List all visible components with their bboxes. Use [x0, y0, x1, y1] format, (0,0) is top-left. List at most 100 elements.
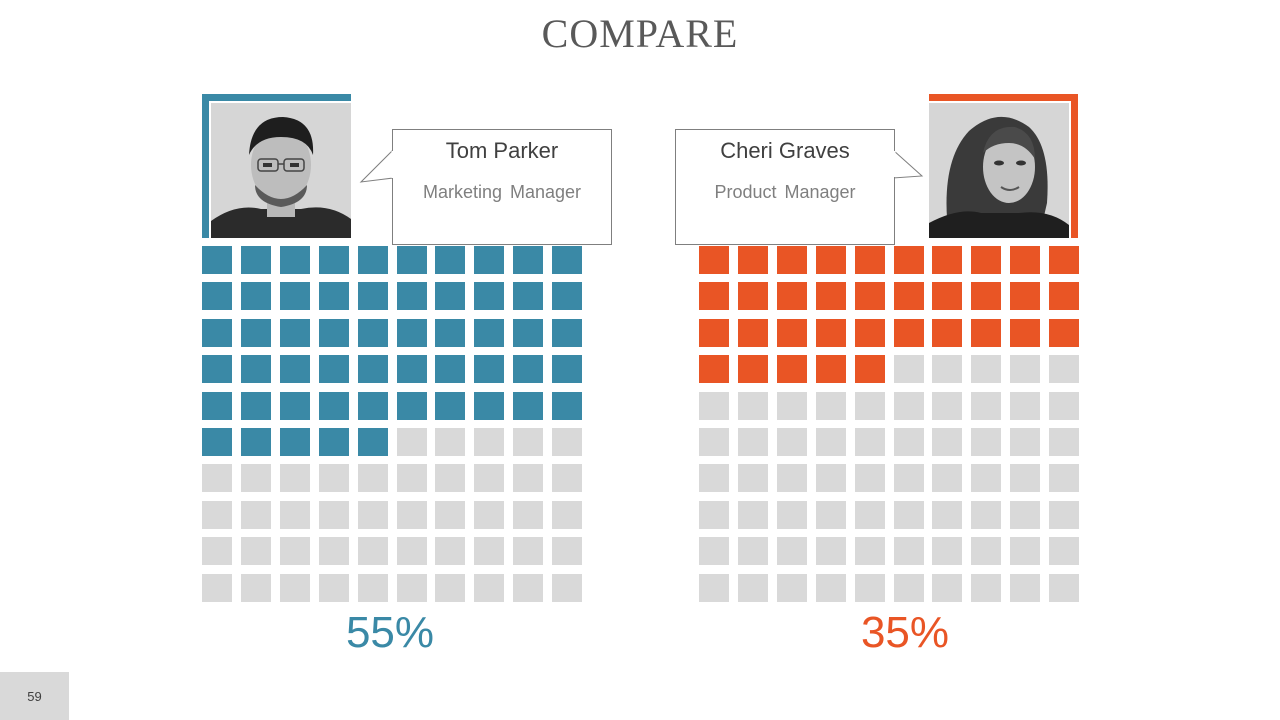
waffle-cell-filled — [279, 355, 310, 384]
waffle-cell-filled — [1049, 282, 1080, 311]
waffle-cell-filled — [932, 282, 963, 311]
waffle-cell-empty — [932, 428, 963, 456]
waffle-cell-filled — [279, 246, 310, 274]
waffle-cell-filled — [474, 246, 505, 274]
waffle-cell-filled — [474, 355, 505, 384]
waffle-cell-empty — [854, 464, 885, 493]
waffle-cell-empty — [474, 428, 505, 456]
waffle-cell-filled — [552, 282, 583, 311]
waffle-cell-empty — [240, 573, 271, 602]
person-role: Marketing Manager — [422, 182, 582, 202]
waffle-cell-empty — [854, 537, 885, 566]
waffle-cell-filled — [202, 355, 232, 384]
waffle-cell-filled — [513, 355, 544, 384]
waffle-cell-filled — [357, 246, 388, 274]
waffle-cell-filled — [318, 428, 349, 456]
waffle-cell-filled — [699, 246, 729, 274]
waffle-cell-filled — [854, 355, 885, 384]
waffle-cell-empty — [279, 573, 310, 602]
waffle-cell-empty — [552, 500, 583, 529]
waffle-cell-filled — [240, 391, 271, 420]
waffle-cell-filled — [893, 282, 924, 311]
waffle-cell-empty — [893, 537, 924, 566]
waffle-cell-filled — [240, 428, 271, 456]
waffle-cell-filled — [357, 282, 388, 311]
waffle-cell-empty — [893, 464, 924, 493]
waffle-cell-empty — [932, 537, 963, 566]
waffle-cell-filled — [815, 246, 846, 274]
waffle-cell-filled — [240, 246, 271, 274]
waffle-cell-filled — [435, 318, 466, 347]
waffle-cell-empty — [815, 537, 846, 566]
waffle-cell-filled — [699, 282, 729, 311]
waffle-cell-empty — [971, 428, 1002, 456]
waffle-cell-filled — [279, 391, 310, 420]
waffle-cell-filled — [396, 391, 427, 420]
waffle-cell-empty — [396, 500, 427, 529]
waffle-cell-filled — [971, 318, 1002, 347]
waffle-cell-empty — [357, 573, 388, 602]
waffle-cell-empty — [513, 500, 544, 529]
waffle-cell-filled — [474, 318, 505, 347]
waffle-cell-empty — [435, 537, 466, 566]
waffle-cell-empty — [435, 464, 466, 493]
waffle-cell-empty — [202, 573, 232, 602]
waffle-cell-empty — [932, 500, 963, 529]
waffle-cell-empty — [435, 573, 466, 602]
waffle-cell-filled — [396, 318, 427, 347]
waffle-cell-empty — [815, 428, 846, 456]
waffle-cell-empty — [699, 537, 729, 566]
waffle-cell-filled — [396, 355, 427, 384]
waffle-cell-empty — [513, 428, 544, 456]
waffle-cell-empty — [202, 537, 232, 566]
waffle-cell-empty — [932, 391, 963, 420]
waffle-cell-empty — [318, 573, 349, 602]
waffle-cell-filled — [552, 391, 583, 420]
waffle-cell-empty — [737, 573, 768, 602]
waffle-cell-empty — [357, 500, 388, 529]
waffle-cell-empty — [1010, 355, 1041, 384]
waffle-cell-empty — [971, 537, 1002, 566]
waffle-cell-empty — [971, 391, 1002, 420]
waffle-cell-empty — [776, 537, 807, 566]
waffle-cell-filled — [474, 282, 505, 311]
waffle-cell-filled — [202, 428, 232, 456]
waffle-cell-empty — [513, 573, 544, 602]
waffle-cell-empty — [854, 573, 885, 602]
waffle-cell-empty — [699, 391, 729, 420]
waffle-cell-filled — [513, 282, 544, 311]
waffle-cell-empty — [552, 428, 583, 456]
waffle-cell-empty — [1010, 573, 1041, 602]
waffle-cell-empty — [396, 537, 427, 566]
slide-title: COMPARE — [541, 11, 739, 56]
waffle-cell-empty — [474, 500, 505, 529]
waffle-cell-filled — [318, 246, 349, 274]
person-name: Tom Parker — [445, 138, 559, 163]
waffle-cell-filled — [279, 282, 310, 311]
waffle-cell-filled — [357, 428, 388, 456]
waffle-cell-filled — [971, 282, 1002, 311]
waffle-cell-empty — [854, 500, 885, 529]
waffle-cell-filled — [318, 391, 349, 420]
waffle-cell-filled — [240, 282, 271, 311]
waffle-cell-filled — [513, 391, 544, 420]
waffle-cell-filled — [854, 318, 885, 347]
waffle-cell-empty — [552, 464, 583, 493]
waffle-cell-filled — [1049, 318, 1080, 347]
waffle-cell-filled — [435, 282, 466, 311]
waffle-cell-empty — [1049, 464, 1080, 493]
waffle-cell-empty — [1049, 391, 1080, 420]
waffle-cell-empty — [737, 428, 768, 456]
waffle-cell-empty — [1010, 428, 1041, 456]
waffle-cell-empty — [1049, 537, 1080, 566]
waffle-cell-empty — [1010, 500, 1041, 529]
waffle-cell-filled — [513, 246, 544, 274]
waffle-cell-filled — [776, 355, 807, 384]
speech-bubble-left: Tom Parker Marketing Manager — [392, 129, 612, 245]
waffle-cell-empty — [737, 391, 768, 420]
waffle-cell-filled — [318, 282, 349, 311]
waffle-cell-empty — [893, 355, 924, 384]
waffle-cell-filled — [318, 355, 349, 384]
waffle-cell-filled — [737, 355, 768, 384]
waffle-cell-filled — [815, 355, 846, 384]
